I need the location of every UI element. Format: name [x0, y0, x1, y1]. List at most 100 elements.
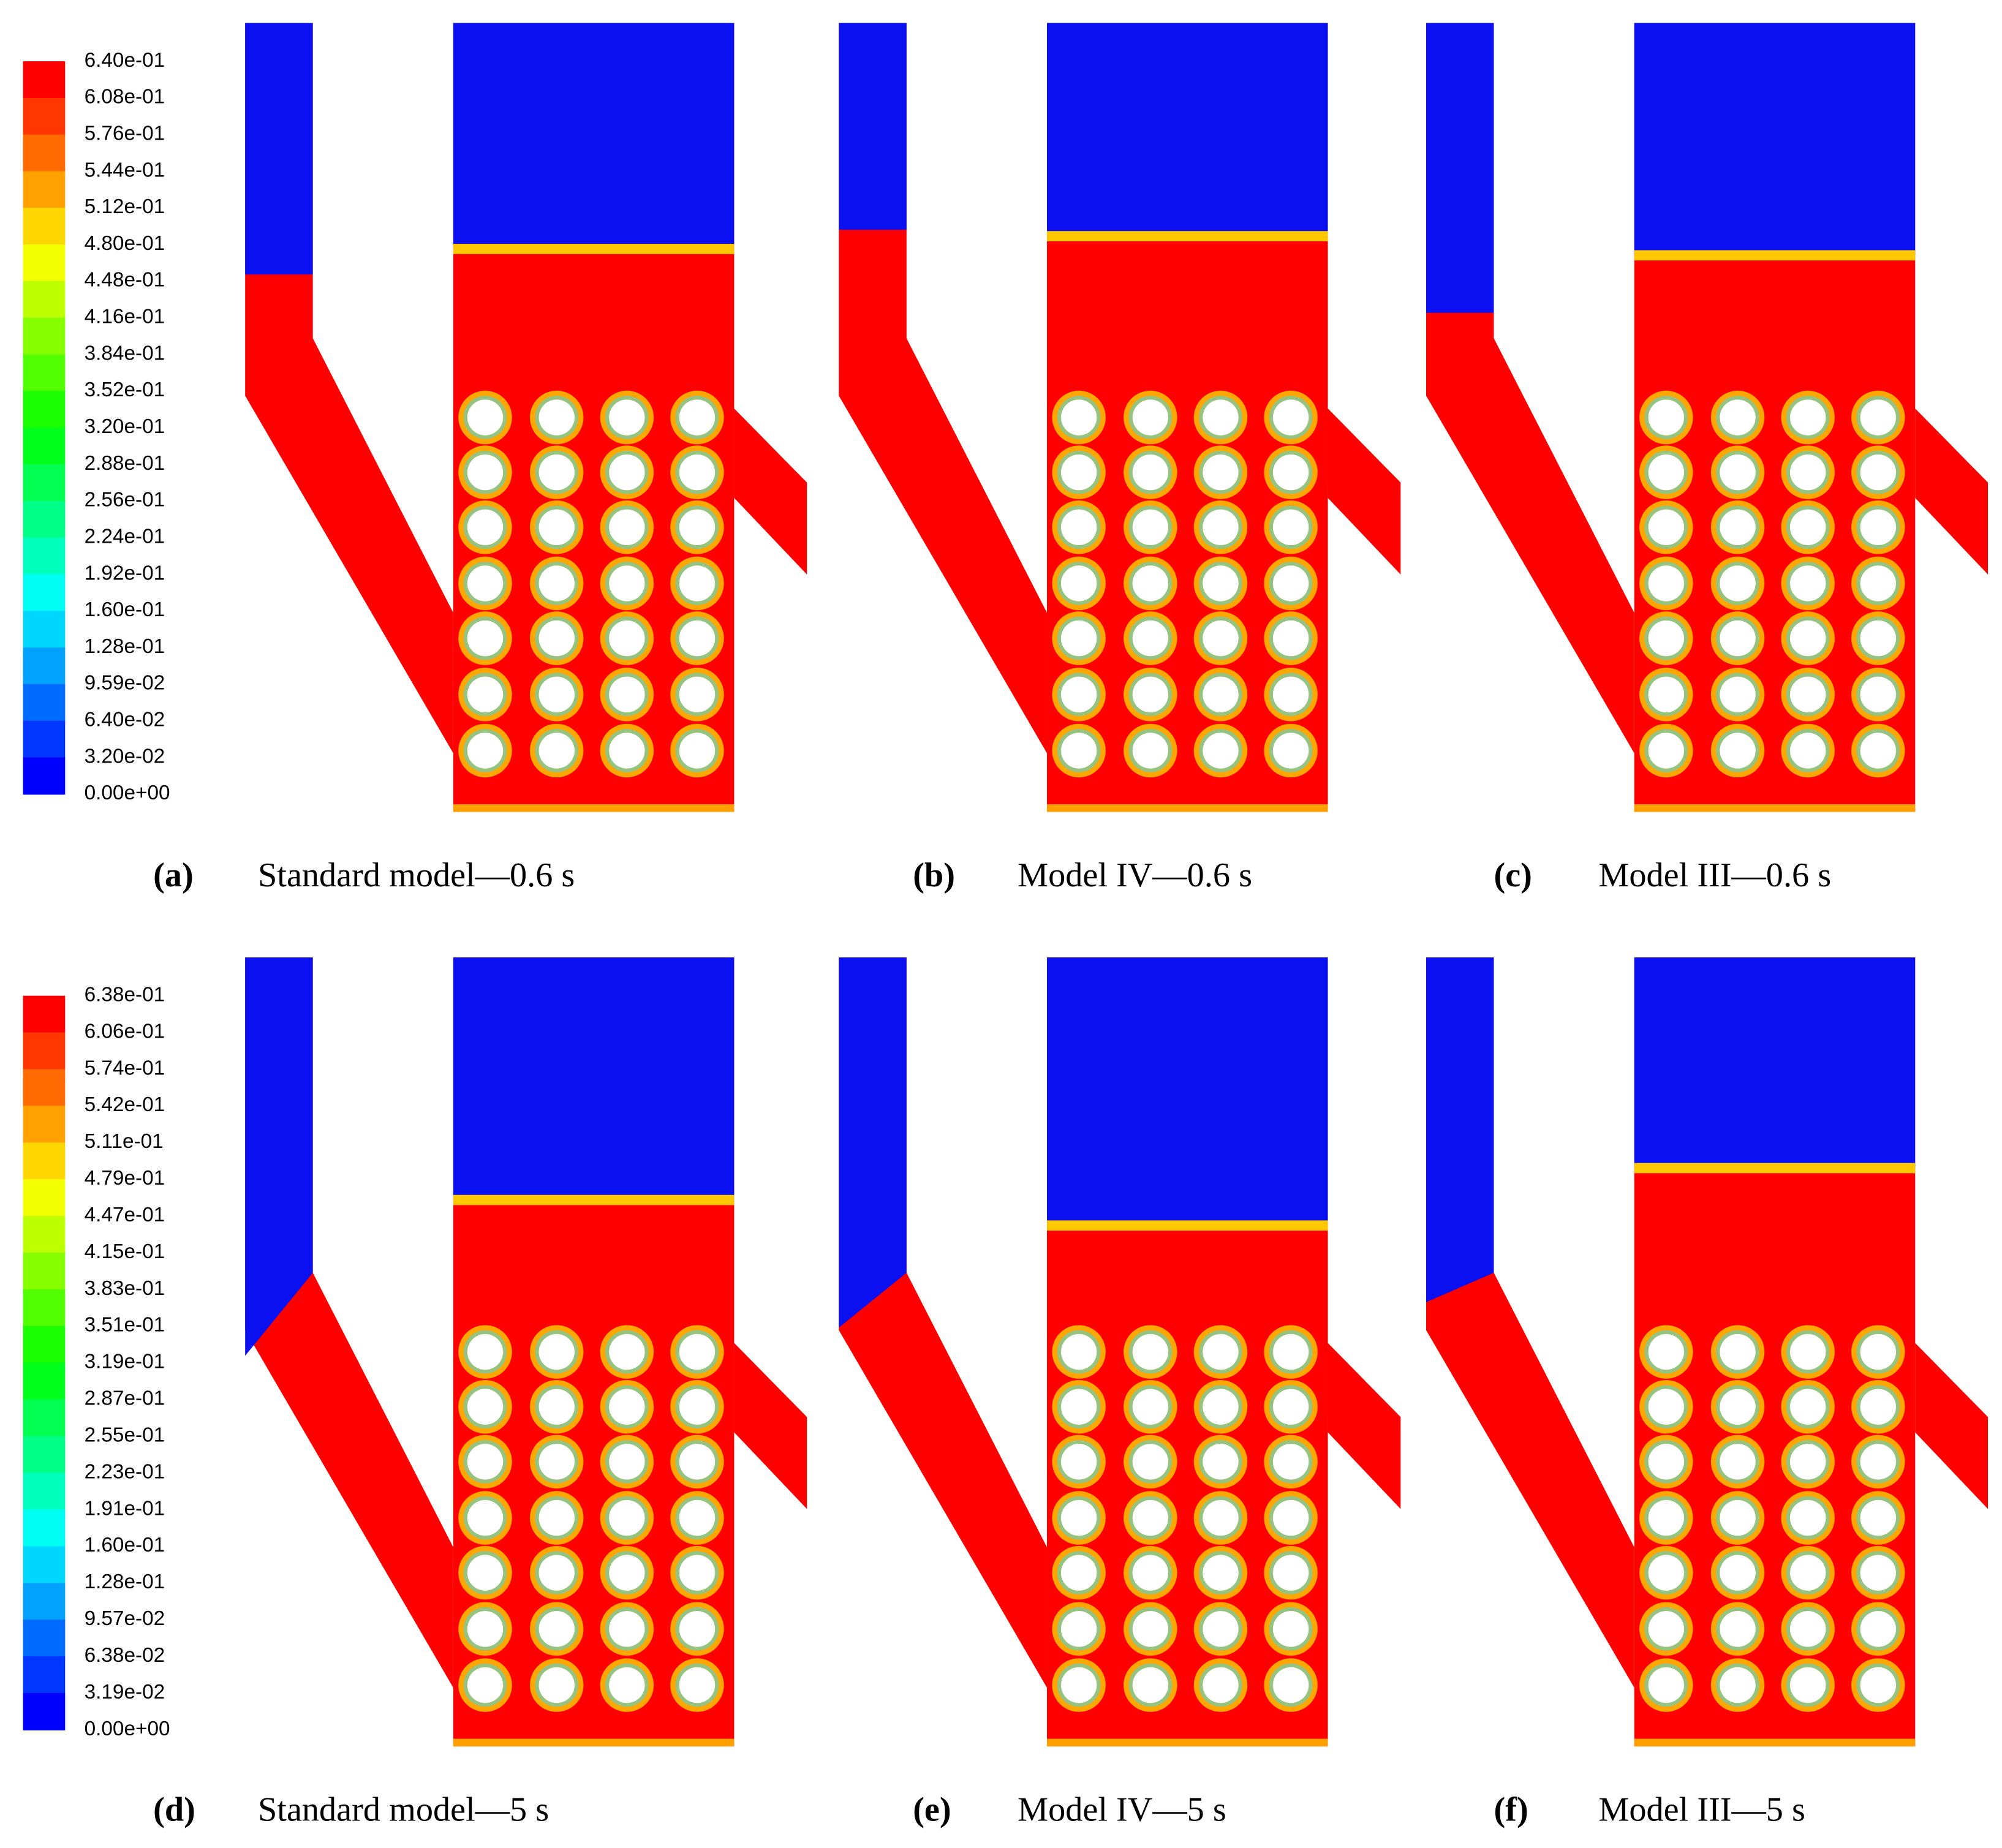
- colorbar-band: [23, 171, 66, 209]
- tube: [1272, 1444, 1309, 1480]
- tube: [1272, 620, 1309, 657]
- tube: [1860, 1333, 1896, 1370]
- tube: [467, 620, 504, 657]
- tube: [679, 565, 716, 602]
- colorbar-band: [23, 1473, 66, 1510]
- colorbar-label: 5.12e-01: [85, 195, 165, 218]
- colorbar-band: [23, 97, 66, 135]
- tube: [1720, 1389, 1756, 1425]
- tube: [538, 676, 575, 712]
- tube: [1720, 1444, 1756, 1480]
- colorbar-band: [23, 537, 66, 575]
- tube: [609, 454, 645, 491]
- tube: [679, 399, 716, 436]
- tube: [1789, 454, 1826, 491]
- tube: [538, 454, 575, 491]
- colorbar-label: 4.47e-01: [85, 1204, 165, 1226]
- tube: [1860, 565, 1896, 602]
- colorbar-label: 6.38e-01: [85, 983, 165, 1006]
- tube: [1789, 676, 1826, 712]
- tube: [1648, 733, 1685, 769]
- tube: [538, 1611, 575, 1647]
- riser-dilute: [1047, 23, 1328, 236]
- riser-dilute: [1634, 23, 1916, 255]
- colorbar-label: 2.88e-01: [85, 452, 165, 475]
- tube: [679, 676, 716, 712]
- tube: [609, 399, 645, 436]
- colorbar-label: 3.83e-01: [85, 1277, 165, 1300]
- tube: [1860, 454, 1896, 491]
- colorbar-band: [23, 1656, 66, 1694]
- colorbar-label: 6.08e-01: [85, 86, 165, 108]
- interface: [1047, 1220, 1328, 1231]
- tube: [467, 1555, 504, 1591]
- panel-caption: Model III—5 s: [1598, 1790, 1805, 1828]
- tube: [1789, 1611, 1826, 1647]
- panel-label: (d): [153, 1790, 195, 1828]
- colorbar-band: [23, 1546, 66, 1584]
- colorbar-label: 9.59e-02: [85, 672, 165, 695]
- tube: [1860, 1667, 1896, 1703]
- tube: [679, 1499, 716, 1536]
- tube: [1648, 454, 1685, 491]
- contour-panel: [245, 957, 807, 1747]
- tube: [1272, 1667, 1309, 1703]
- tube: [609, 509, 645, 545]
- colorbar-band: [23, 500, 66, 538]
- panel-caption: Model IV—0.6 s: [1018, 856, 1252, 894]
- tube: [1203, 1389, 1239, 1425]
- colorbar-label: 1.28e-01: [85, 1571, 165, 1593]
- tube: [467, 1389, 504, 1425]
- tube: [1648, 1667, 1685, 1703]
- tube: [609, 1389, 645, 1425]
- riser-dilute: [453, 957, 735, 1201]
- tube: [538, 1389, 575, 1425]
- colorbar-band: [23, 1326, 66, 1363]
- tube: [679, 509, 716, 545]
- colorbar-band: [23, 995, 66, 1033]
- tube: [1203, 676, 1239, 712]
- colorbar-label: 4.15e-01: [85, 1240, 165, 1263]
- tube: [467, 1667, 504, 1703]
- colorbar-label: 0.00e+00: [85, 1718, 170, 1740]
- colorbar-band: [23, 428, 66, 466]
- tube: [1272, 454, 1309, 491]
- colorbar-band: [23, 684, 66, 722]
- contour-panel: [1426, 23, 1989, 812]
- riser-dilute: [453, 23, 735, 249]
- tube: [679, 1333, 716, 1370]
- panel-caption: Model III—0.6 s: [1598, 856, 1831, 894]
- tube: [1648, 1333, 1685, 1370]
- tube: [1720, 620, 1756, 657]
- tube: [1860, 620, 1896, 657]
- tube: [1272, 1333, 1309, 1370]
- tube: [1648, 676, 1685, 712]
- tube: [1720, 1499, 1756, 1536]
- colorbar-band: [23, 720, 66, 758]
- tube: [1860, 1611, 1896, 1647]
- tube: [1648, 1611, 1685, 1647]
- tube: [1203, 1444, 1239, 1480]
- tube: [467, 1444, 504, 1480]
- tube: [1060, 733, 1097, 769]
- bottom-edge: [453, 1738, 735, 1747]
- bottom-edge: [1634, 1738, 1916, 1747]
- panel-label: (b): [913, 856, 955, 894]
- colorbar-label: 2.55e-01: [85, 1424, 165, 1446]
- tube: [1060, 399, 1097, 436]
- tube: [1203, 1499, 1239, 1536]
- tube: [1860, 1499, 1896, 1536]
- tube: [679, 620, 716, 657]
- tube: [1720, 676, 1756, 712]
- colorbar-band: [23, 1069, 66, 1107]
- colorbar-band: [23, 464, 66, 502]
- colorbar-label: 3.20e-01: [85, 415, 165, 438]
- tube: [1203, 1555, 1239, 1591]
- tube: [1720, 1333, 1756, 1370]
- colorbar-band: [23, 1509, 66, 1547]
- tube: [1789, 1499, 1826, 1536]
- tube: [467, 454, 504, 491]
- tube: [1720, 733, 1756, 769]
- tube: [1132, 676, 1169, 712]
- tube: [467, 1611, 504, 1647]
